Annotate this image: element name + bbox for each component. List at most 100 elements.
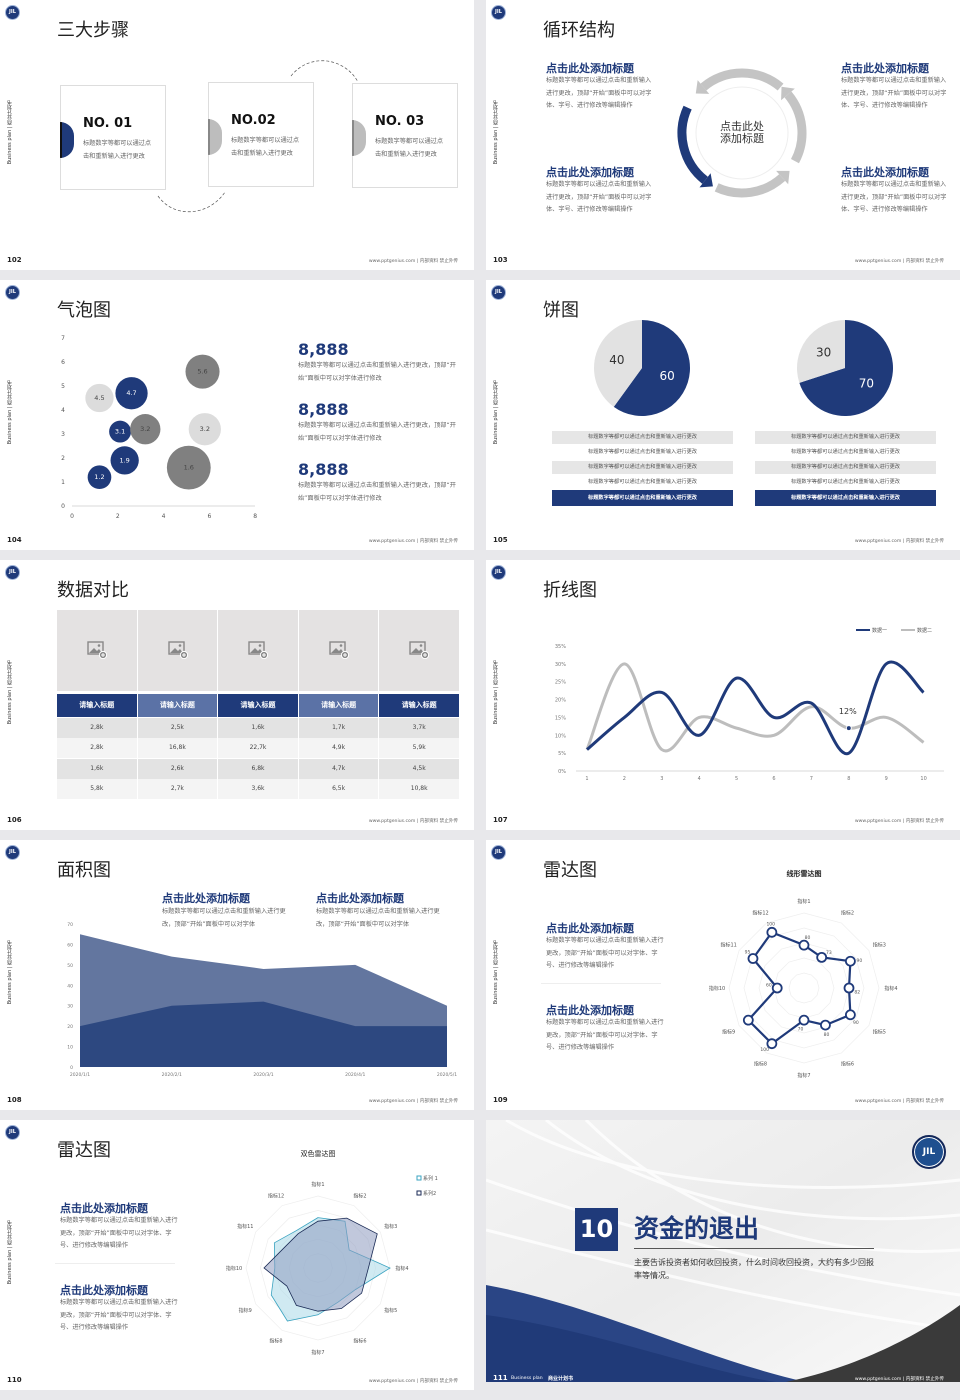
pie-charts: 60 40 70 30 [594,320,893,416]
radar-value-label: 70 [798,1026,804,1032]
x-tick-label: 7 [810,776,813,782]
radar-value-label: 80 [824,1032,830,1038]
image-placeholder[interactable] [379,610,459,691]
radar-marker [771,982,783,994]
slide-103[interactable]: JIL Business plan | 商业计划书 循环结构 103 www.pptge… [486,0,960,270]
x-tick-label: 4 [162,513,166,520]
center-circle [695,86,789,180]
image-placeholder[interactable] [137,610,218,691]
image-add-icon [167,641,188,663]
page-number: 109 [493,1096,508,1104]
slide-111[interactable]: 10 资金的退出 主要告诉投资者如何收回投资，什么时间收回投资，大约有多少回报率等情… [486,1120,960,1390]
radar-value-label: 60 [766,982,772,988]
arrowhead-icon [699,173,713,188]
table-cell: 10,8k [379,778,459,799]
slide-104[interactable]: JIL Business plan | 商业计划书 气泡图 104 www.pptgen… [0,280,474,550]
area-chart: 0 10 20 30 40 50 60 70 2020/1/1 2020/2/1 2020/3/1 2… [67,922,457,1078]
slide-106[interactable]: JIL Business plan | 商业计划书 数据对比 106 www.pptge… [0,560,474,830]
image-placeholder[interactable] [218,610,298,691]
stat-value: 8,888 [298,460,349,479]
pie-description-row: 标题数字等都可以通过点击和重新输入进行更改 [755,490,936,506]
stat-description: 标题数字等都可以通过点击和重新输入进行更改，顶部“开始”面板中可以对字体进行修改 [298,422,456,442]
x-tick-label: 2 [623,776,626,782]
step-card[interactable]: NO. 03 标题数字等都可以通过点击和重新输入进行更改 [352,83,458,188]
logo-icon: JIL [5,565,20,580]
block-description: 标题数字等都可以通过点击和重新输入进行更改，顶部“开始”面板中可以对字体、字号、… [546,1019,664,1051]
x-tick-label: 2020/4/1 [345,1072,365,1078]
section-description: 主要告诉投资者如何收回投资，什么时间收回投资，大约有多少回报率等情况。 [634,1258,874,1280]
radar-marker [747,953,759,964]
bubble-chart: 0 1 2 3 4 5 6 7 0 2 4 6 8 4.5 4.7 5.6 3.1 3.2 3.2 1.9 1.6 1.2 [61,335,257,520]
data-point-marker [845,725,852,732]
x-tick-label: 8 [847,776,850,782]
y-tick-label: 4 [61,407,65,414]
y-tick-label: 40 [67,983,73,989]
slide-109[interactable]: JIL Business plan | 商业计划书 雷达图 109 www.pptgen… [486,840,960,1110]
stat-description: 标题数字等都可以通过点击和重新输入进行更改，顶部“开始”面板中可以对字体进行修改 [298,482,456,502]
step-number: NO. 03 [375,114,425,129]
radar-axis-label: 指标3 [873,942,886,949]
y-tick-label: 60 [67,942,73,948]
line-series [586,660,925,755]
footer-text: www.pptgenius.com | 内部资料 禁止外传 [368,1379,458,1384]
slide-title: 雷达图 [57,1140,111,1161]
block-description: 标题数字等都可以通过点击和重新输入进行更改，顶部“开始”面板中可以对字体、字号、… [841,181,947,213]
slide-title: 气泡图 [57,300,111,321]
cycle-arrow [714,174,786,198]
bubble [110,446,139,475]
radar-grid-ring [758,942,850,1034]
slide-108[interactable]: JIL Business plan | 商业计划书 面积图 108 www.pptgen… [0,840,474,1110]
image-placeholder[interactable] [298,610,379,691]
arrowhead-icon [776,170,790,185]
pie-label: 30 [816,345,831,359]
table-cell: 16,8k [137,738,218,759]
half-circle-marker [60,122,74,158]
pie-label: 40 [609,353,624,367]
x-tick-label: 2 [116,513,120,520]
y-tick-label: 35% [555,644,566,650]
radar-marker [798,939,810,951]
radar-axis-label: 指标9 [239,1307,252,1314]
radar-marker [844,955,856,967]
logo-icon: JIL [5,285,20,300]
dashed-arc [157,191,226,212]
radar-axis-label: 指标1 [797,898,810,905]
line-chart: 0% 5% 10% 15% 20% 25% 30% 35% 1 2 3 4 5 6 7 8 9 10 12% 数据一 数… [555,627,944,782]
radar-axis-label: 指标1 [311,1181,324,1188]
slide-102[interactable]: JIL Business plan | 商业计划书 三大步骤 102 www.pptge… [0,0,474,270]
dashed-arc [290,60,359,83]
area-series [80,1001,447,1067]
table-cell: 3,6k [218,778,298,799]
step-card[interactable]: NO. 01 标题数字等都可以通过点击和重新输入进行更改 [60,85,166,190]
footer-text: www.pptgenius.com | 内部资料 禁止外传 [368,539,458,544]
image-placeholder[interactable] [57,610,137,691]
y-tick-label: 0 [70,1065,73,1071]
radar-axis-label: 指标3 [384,1223,397,1230]
radar-value-label: 73 [826,950,832,956]
block-heading: 点击此处添加标题 [60,1284,148,1297]
radar-grid-ring [728,912,880,1064]
x-tick-label: 6 [207,513,211,520]
bubble-label: 1.6 [184,464,194,472]
radar-axis-label: 指标12 [752,910,768,917]
block-description: 标题数字等都可以通过点击和重新输入进行更改，顶部“开始”面板中可以对字体、字号、… [546,937,664,969]
section-number-box: 10 [575,1208,618,1251]
radar-value-label: 80 [805,935,811,941]
page-number: 103 [493,256,508,264]
step-card[interactable]: NO.02 标题数字等都可以通过点击和重新输入进行更改 [208,82,314,187]
bubble-label: 4.7 [126,389,136,397]
bubble [166,445,211,490]
radar-axis-label: 指标2 [841,910,854,917]
slide-107[interactable]: JIL Business plan | 商业计划书 折线图 107 www.pptgen… [486,560,960,830]
radar-axis-label: 指标12 [268,1192,284,1199]
stat-value: 8,888 [298,400,349,419]
bubble-label: 1.2 [94,473,104,481]
page-number: 102 [7,256,22,264]
slide-110[interactable]: JIL Business plan | 商业计划书 雷达图 110 www.pptgen… [0,1120,474,1390]
bubble-label: 4.5 [94,394,104,402]
radar-grid-ring [788,972,820,1004]
slide-105[interactable]: JIL Business plan | 商业计划书 饼图 105 www.pptgeni… [486,280,960,550]
table-cell: 6,8k [218,758,298,779]
